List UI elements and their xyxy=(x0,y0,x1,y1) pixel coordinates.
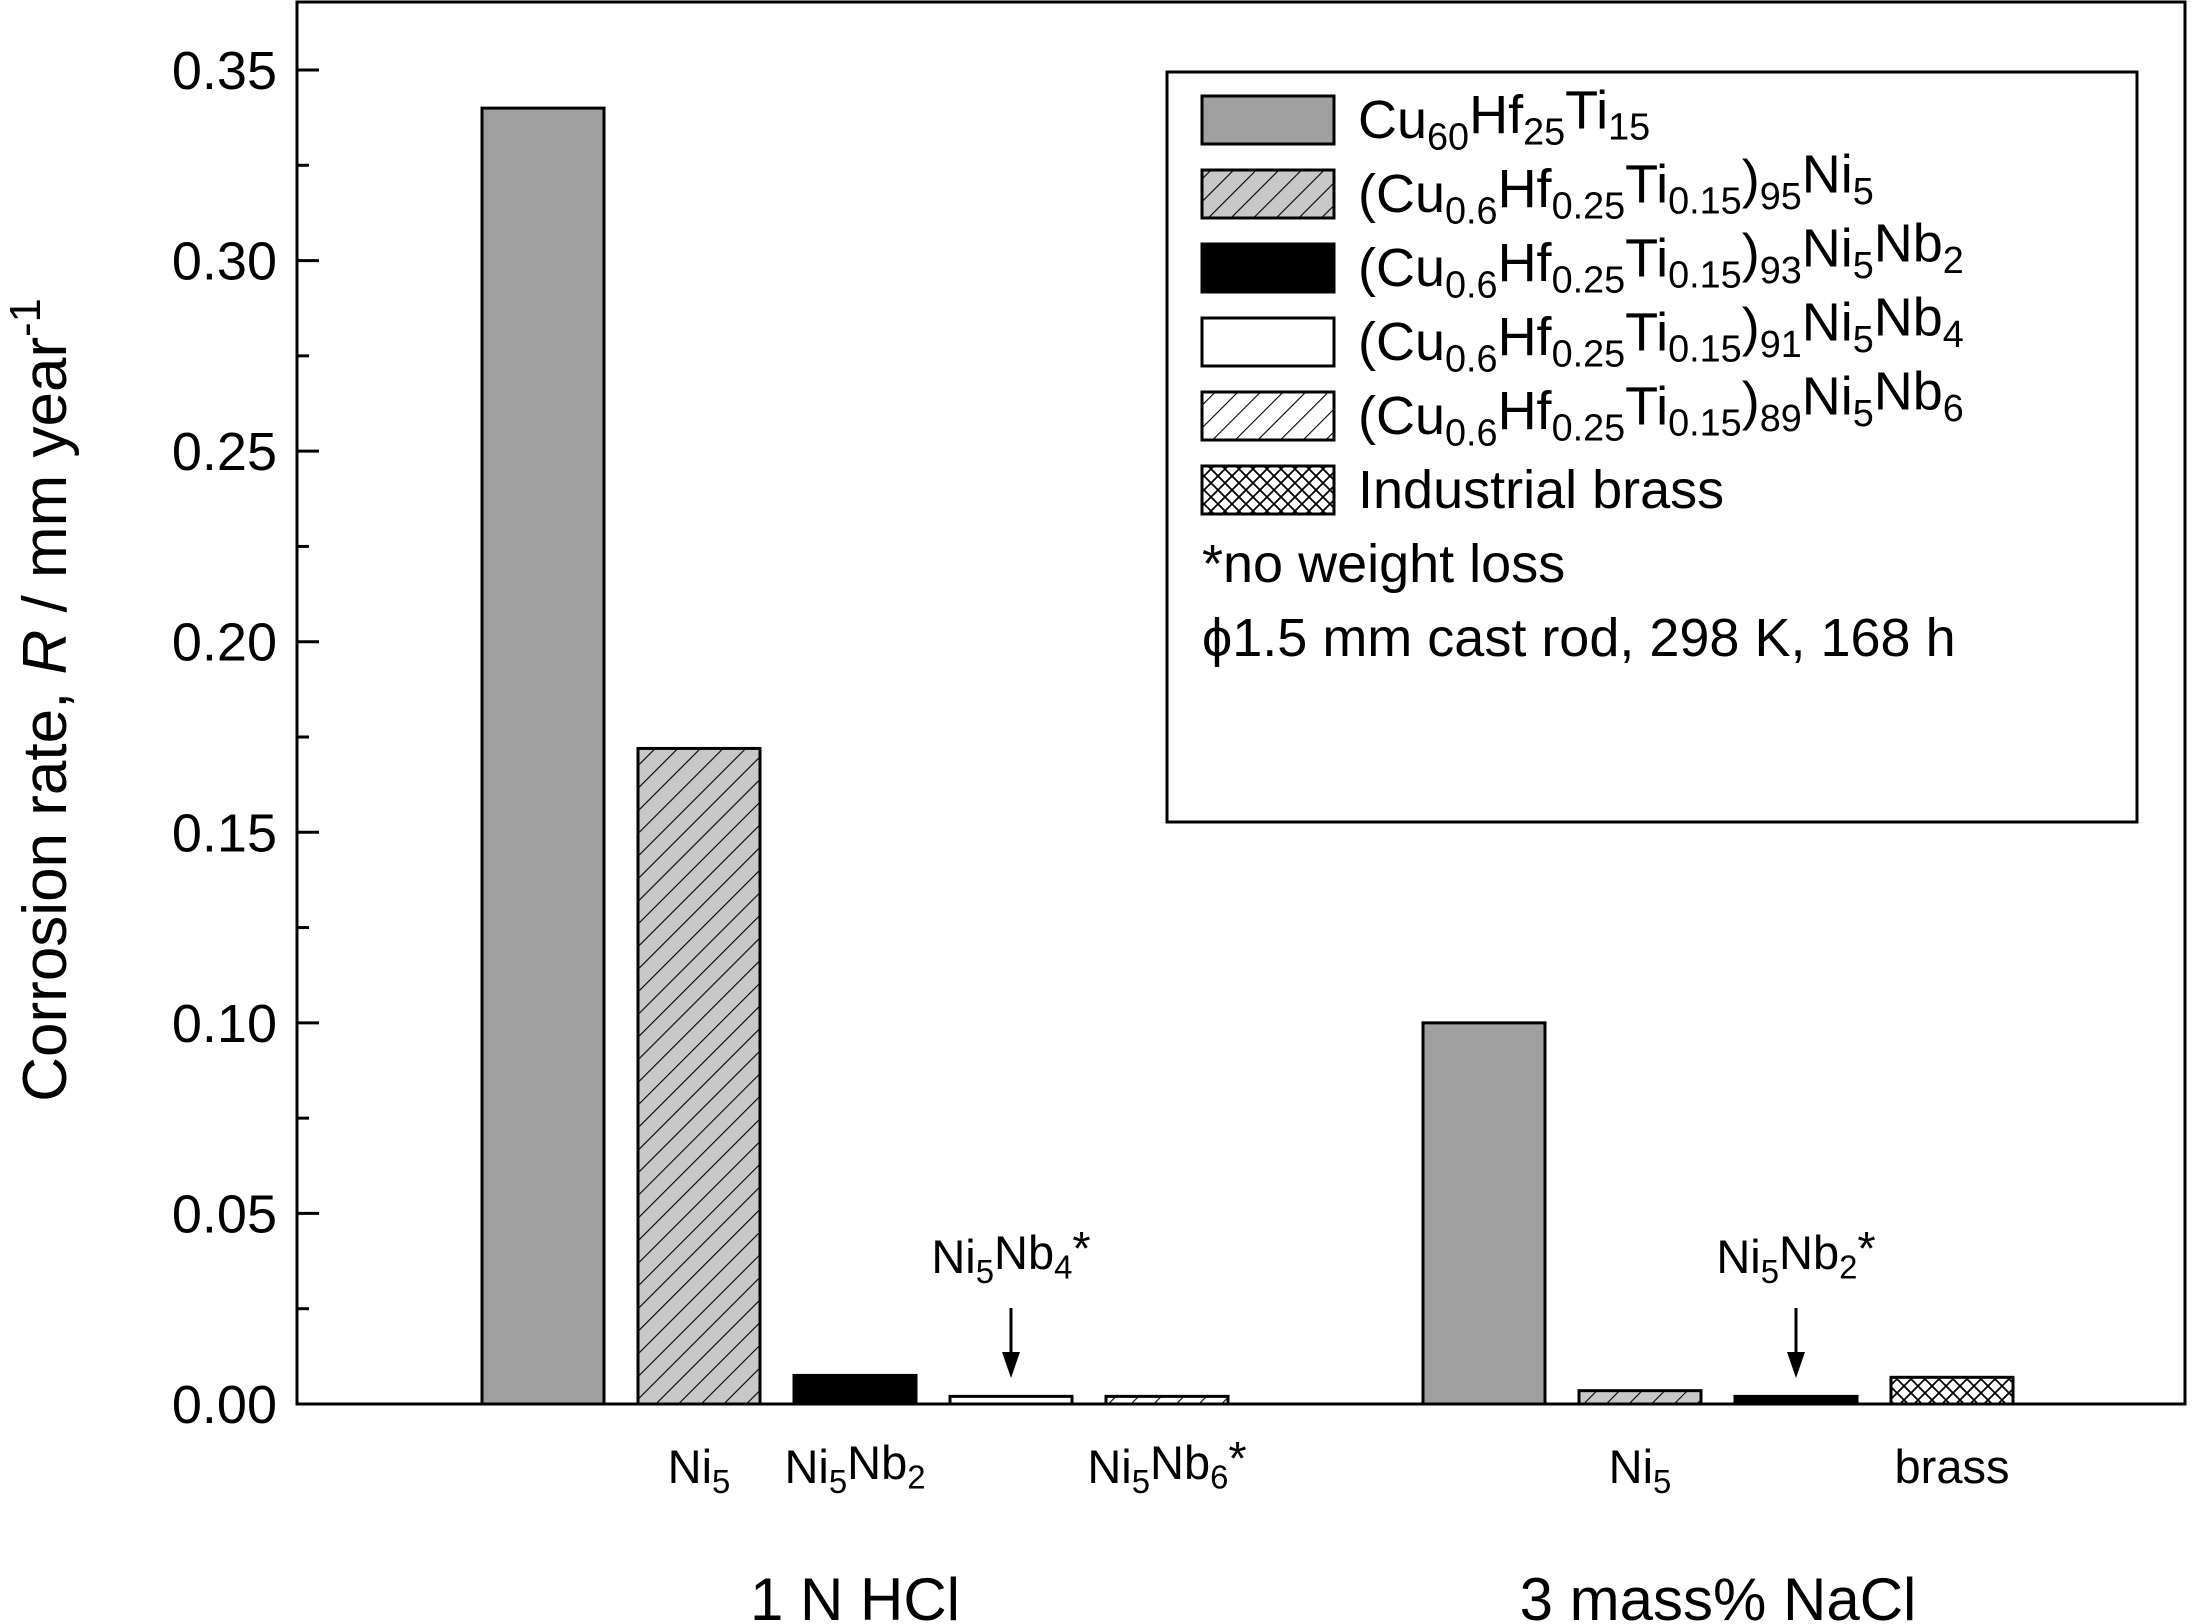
y-tick-label: 0.10 xyxy=(172,994,277,1054)
legend-swatch xyxy=(1200,316,1336,368)
legend: Cu60​Hf25​Ti15​(Cu0.6​Hf0.25​Ti0.15​)95​… xyxy=(1165,70,2139,824)
bar xyxy=(1104,1394,1230,1406)
y-tick-label: 0.30 xyxy=(172,232,277,292)
group-label: 1 N HCl xyxy=(750,1566,960,1624)
annotation-arrowhead xyxy=(1787,1352,1805,1378)
y-tick-label: 0.35 xyxy=(172,41,277,101)
x-axis-labels: Ni5​ Ni5​Nb2​ Ni5​Nb6​* 1 N HCl Ni5​ brass 3 m… xyxy=(668,1432,2010,1624)
bar-group xyxy=(1421,1021,2015,1406)
bar-group xyxy=(480,106,1230,1406)
annotation-label: Ni5​Nb2​* xyxy=(1716,1222,1875,1290)
bar xyxy=(1421,1021,1547,1406)
legend-swatch xyxy=(1200,464,1336,516)
bar xyxy=(480,106,606,1406)
y-axis-title: Corrosion rate, R / mm year-1 xyxy=(2,298,80,1101)
bar-label: Ni5​ xyxy=(1609,1440,1672,1500)
legend-swatch xyxy=(1200,242,1336,294)
y-tick-label: 0.15 xyxy=(172,803,277,863)
bar xyxy=(792,1373,918,1406)
plot-border xyxy=(295,0,2187,1406)
bar-label: Ni5​ xyxy=(668,1440,731,1500)
annotations: Ni5​Nb4​* Ni5​Nb2​* xyxy=(931,1222,1876,1378)
plot-area xyxy=(295,0,2187,1406)
legend-swatch xyxy=(1200,168,1336,220)
annotation-arrowhead xyxy=(1002,1352,1020,1378)
legend-entry: (Cu0.6​Hf0.25​Ti0.15​)91​Ni5​Nb4​ xyxy=(1358,288,1964,381)
y-tick-label: 0.25 xyxy=(172,422,277,482)
bar xyxy=(948,1394,1074,1406)
legend-note: *no weight loss xyxy=(1202,534,1565,594)
legend-swatch xyxy=(1200,390,1336,442)
legend-entry: Industrial brass xyxy=(1358,460,1724,520)
y-tick-label: 0.00 xyxy=(172,1375,277,1435)
bar-label: brass xyxy=(1895,1440,2010,1493)
legend-entry: (Cu0.6​Hf0.25​Ti0.15​)89​Ni5​Nb6​ xyxy=(1358,362,1964,455)
y-tick-label: 0.20 xyxy=(172,613,277,673)
legend-swatch xyxy=(1200,94,1336,146)
bar xyxy=(1889,1375,2015,1406)
legend-entry: (Cu0.6​Hf0.25​Ti0.15​)93​Ni5​Nb2​ xyxy=(1358,214,1964,307)
group-label: 3 mass% NaCl xyxy=(1520,1566,1917,1624)
legend-entry: (Cu0.6​Hf0.25​Ti0.15​)95​Ni5​ xyxy=(1358,145,1874,233)
bar-label: Ni5​Nb6​* xyxy=(1087,1432,1246,1500)
legend-entry: Cu60​Hf25​Ti15​ xyxy=(1358,80,1650,158)
bar-label: Ni5​Nb2​ xyxy=(784,1436,925,1500)
y-axis: 0.00 0.05 0.10 0.15 0.20 0.25 0.30 0.35 Corrosio… xyxy=(2,41,319,1435)
bar xyxy=(1577,1389,1703,1406)
legend-note: ϕ1.5 mm cast rod, 298 K, 168 h xyxy=(1202,608,1956,668)
bars xyxy=(480,106,2015,1406)
bar xyxy=(1733,1394,1859,1406)
y-tick-label: 0.05 xyxy=(172,1184,277,1244)
annotation-label: Ni5​Nb4​* xyxy=(931,1222,1090,1290)
bar xyxy=(636,746,762,1406)
